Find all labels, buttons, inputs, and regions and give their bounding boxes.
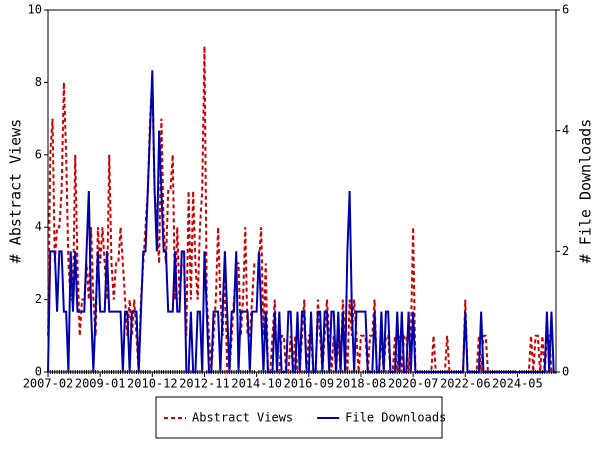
x-tick-label: 2014-10 xyxy=(231,377,282,391)
x-tick-label: 2007-02 xyxy=(23,377,74,391)
series-line xyxy=(47,70,556,373)
y2-tick-label: 6 xyxy=(562,3,569,17)
y2-tick-label: 4 xyxy=(562,123,569,137)
legend-label: File Downloads xyxy=(345,411,446,425)
y-axis-label: # Abstract Views xyxy=(7,119,25,264)
x-tick-label: 2018-08 xyxy=(336,377,387,391)
x-tick-label: 2010-12 xyxy=(127,377,178,391)
x-tick-label: 2012-11 xyxy=(179,377,230,391)
y-tick-label: 0 xyxy=(35,365,42,379)
legend-label: Abstract Views xyxy=(192,411,293,425)
x-tick-label: 2016-09 xyxy=(284,377,335,391)
x-tick-label: 2022-06 xyxy=(440,377,491,391)
y2-tick-label: 2 xyxy=(562,244,569,258)
y2-tick-label: 0 xyxy=(562,365,569,379)
x-tick-label: 2024-05 xyxy=(492,377,543,391)
y-tick-label: 8 xyxy=(35,75,42,89)
y-tick-label: 2 xyxy=(35,292,42,306)
y2-axis-label: # File Downloads xyxy=(577,119,595,264)
y-tick-label: 6 xyxy=(35,147,42,161)
x-tick-label: 2009-01 xyxy=(75,377,126,391)
y-tick-label: 4 xyxy=(35,220,42,234)
y-tick-label: 10 xyxy=(28,3,42,17)
legend-box xyxy=(155,396,443,439)
x-tick-label: 2020-07 xyxy=(388,377,439,391)
